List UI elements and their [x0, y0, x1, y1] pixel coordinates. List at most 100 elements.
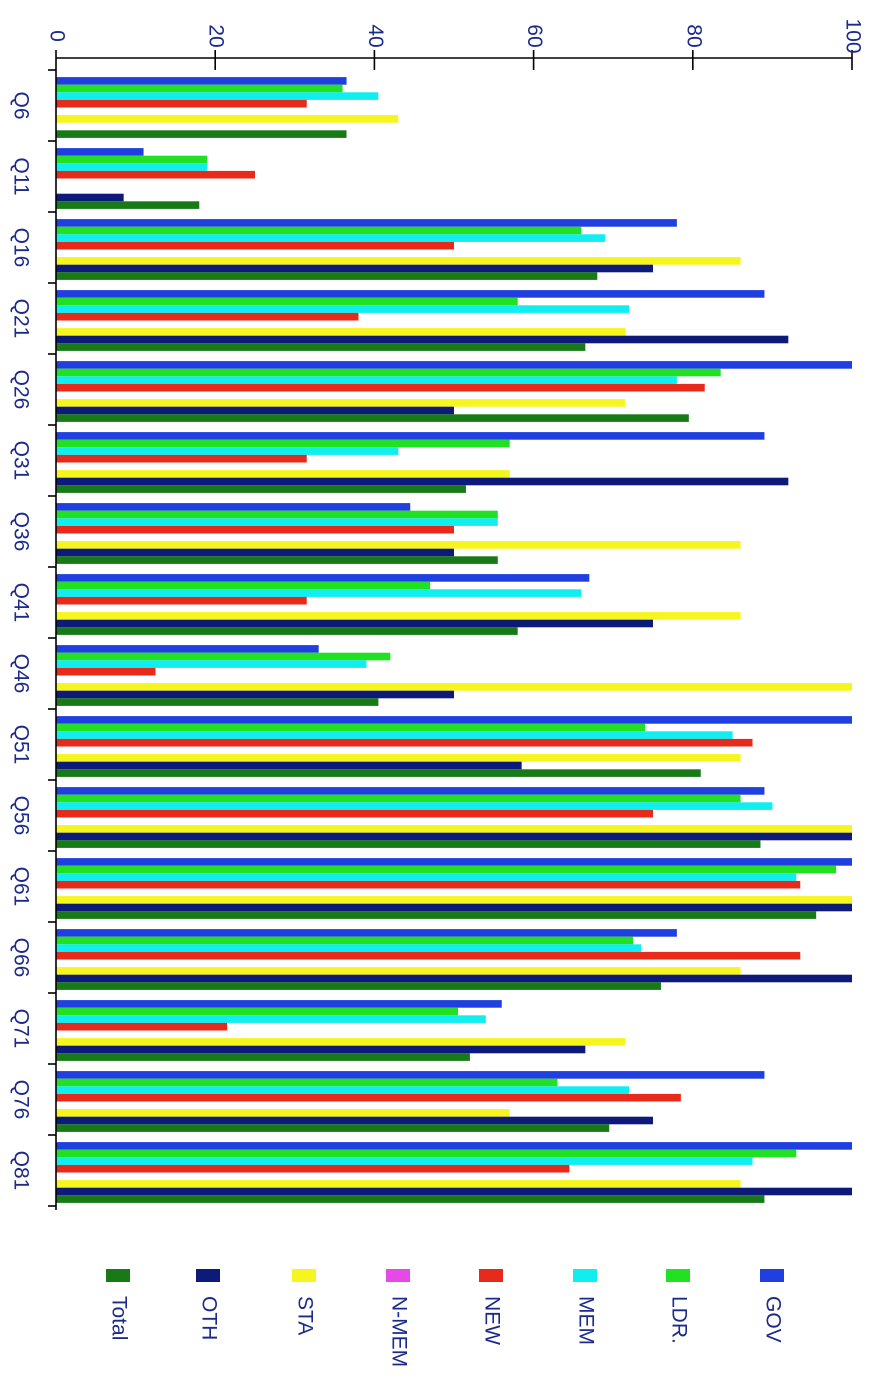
bar-sta-q66: [56, 967, 741, 975]
bar-total-q6: [56, 130, 347, 138]
category-axis: Q6 Q11 Q16 Q21 Q26 Q31 Q36 Q41 Q46 Q51 Q56 Q61 Q66 Q7…: [9, 69, 57, 1210]
bar-total-q46: [56, 698, 379, 706]
bar-sta-q46: [56, 683, 852, 691]
bar-ldr-q56: [56, 794, 741, 803]
category-label: Q51: [9, 725, 32, 765]
value-tick-label: 80: [682, 24, 705, 47]
bar-sta-q61: [56, 896, 852, 904]
bar-oth-q46: [56, 690, 454, 699]
bar-ldr-q66: [56, 936, 634, 945]
bar-new-q26: [56, 383, 705, 392]
legend-swatch-ldr: [666, 1269, 690, 1282]
bar-sta-q26: [56, 399, 626, 407]
bar-new-q71: [56, 1022, 228, 1031]
bar-gov-q51: [56, 716, 852, 724]
category-label: Q76: [9, 1080, 32, 1120]
legend-label: LDR.: [667, 1296, 690, 1344]
bar-new-q41: [56, 596, 307, 605]
bar-sta-q71: [56, 1038, 626, 1046]
bar-oth-q36: [56, 548, 454, 557]
bar-oth-q66: [56, 974, 852, 983]
bar-gov-q11: [56, 148, 144, 156]
bar-oth-q76: [56, 1116, 653, 1125]
bar-ldr-q6: [56, 84, 343, 93]
bar-new-q31: [56, 454, 307, 463]
value-tick-label: 0: [45, 30, 68, 42]
bar-gov-q66: [56, 929, 677, 937]
legend-label: OTH: [197, 1296, 220, 1340]
bar-gov-q6: [56, 77, 347, 85]
bar-sta-q6: [56, 115, 399, 123]
bar-mem-q11: [56, 163, 208, 171]
bar-ldr-q51: [56, 723, 646, 732]
bar-gov-q71: [56, 1000, 502, 1008]
bar-mem-q71: [56, 1015, 486, 1023]
bar-oth-q21: [56, 335, 789, 344]
bar-sta-q81: [56, 1180, 741, 1188]
legend-label: STA: [293, 1296, 316, 1335]
bar-oth-q16: [56, 264, 653, 273]
bar-total-q31: [56, 485, 466, 493]
category-label: Q46: [9, 654, 32, 694]
bar-gov-q56: [56, 787, 765, 795]
bar-total-q36: [56, 556, 498, 564]
bar-mem-q76: [56, 1086, 630, 1094]
bar-oth-q41: [56, 619, 653, 628]
bar-new-q66: [56, 951, 801, 960]
legend-label: N-MEM: [387, 1296, 410, 1367]
value-tick-label: 100: [841, 18, 864, 53]
legend-swatch-new: [479, 1269, 503, 1282]
bar-sta-q16: [56, 257, 741, 265]
category-label: Q61: [9, 867, 32, 907]
bar-ldr-q61: [56, 865, 837, 874]
bar-total-q71: [56, 1053, 470, 1061]
bar-mem-q46: [56, 660, 367, 668]
bar-gov-q21: [56, 290, 765, 298]
category-label: Q26: [9, 370, 32, 410]
bar-oth-q31: [56, 477, 789, 486]
bar-mem-q56: [56, 802, 773, 810]
bar-new-q36: [56, 525, 454, 534]
bar-total-q11: [56, 201, 200, 209]
bar-mem-q36: [56, 518, 498, 526]
bar-ldr-q81: [56, 1149, 797, 1158]
legend-swatch-mem: [573, 1269, 597, 1282]
bar-mem-q21: [56, 305, 630, 313]
legend-label: NEW: [480, 1296, 503, 1345]
bar-gov-q81: [56, 1142, 852, 1150]
value-axis: 0 20 40 60 80 100: [45, 18, 864, 70]
bar-total-q61: [56, 911, 817, 919]
bar-new-q16: [56, 241, 454, 250]
bar-new-q21: [56, 312, 359, 321]
value-tick-label: 60: [523, 24, 546, 47]
bar-mem-q6: [56, 92, 379, 100]
bar-new-q81: [56, 1164, 570, 1173]
bar-oth-q71: [56, 1045, 586, 1054]
bar-mem-q61: [56, 873, 797, 881]
bar-gov-q16: [56, 219, 677, 227]
category-label: Q31: [9, 441, 32, 481]
legend-swatch-nmem: [386, 1269, 410, 1282]
bar-total-q16: [56, 272, 598, 280]
bar-new-q11: [56, 170, 255, 179]
value-tick-label: 40: [364, 24, 387, 47]
bar-oth-q51: [56, 761, 522, 770]
bar-mem-q51: [56, 731, 733, 739]
bar-new-q51: [56, 738, 753, 747]
plot-area: [56, 77, 852, 1203]
bar-gov-q46: [56, 645, 319, 653]
category-label: Q66: [9, 938, 32, 978]
legend-swatch-total: [106, 1269, 130, 1282]
category-label: Q36: [9, 512, 32, 552]
bar-new-q46: [56, 667, 156, 676]
category-label: Q21: [9, 299, 32, 339]
bar-sta-q51: [56, 754, 741, 762]
bar-new-q6: [56, 99, 307, 108]
bar-mem-q16: [56, 234, 606, 242]
legend-label: MEM: [574, 1296, 597, 1345]
category-label: Q41: [9, 583, 32, 623]
bar-total-q26: [56, 414, 689, 422]
category-label: Q81: [9, 1151, 32, 1191]
bar-gov-q41: [56, 574, 590, 582]
bar-ldr-q76: [56, 1078, 558, 1087]
